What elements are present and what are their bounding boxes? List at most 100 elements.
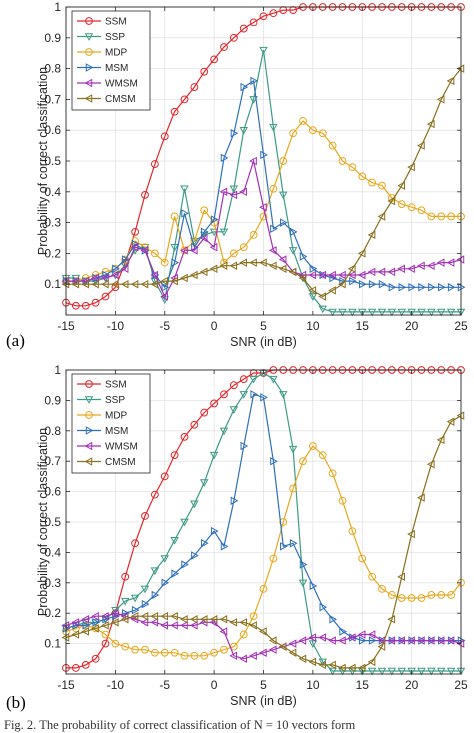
data-point <box>249 18 258 27</box>
data-point <box>378 279 387 289</box>
data-point <box>150 618 159 627</box>
data-point <box>209 615 218 624</box>
data-point <box>280 542 288 551</box>
data-point <box>446 636 455 645</box>
data-point <box>110 270 119 280</box>
data-point <box>249 258 257 267</box>
data-point <box>358 172 367 181</box>
data-point <box>259 584 268 593</box>
legend-marker <box>84 396 94 404</box>
data-point <box>359 279 367 289</box>
data-point <box>407 308 416 317</box>
data-point <box>289 227 298 237</box>
data-point <box>180 273 188 283</box>
legend-marker <box>84 78 93 88</box>
data-point <box>120 279 129 289</box>
data-point <box>318 451 327 460</box>
data-point <box>329 273 338 283</box>
data-point <box>417 261 425 270</box>
legend-label: WMSM <box>105 79 138 90</box>
data-point <box>229 190 238 200</box>
data-point <box>279 518 288 526</box>
data-point <box>426 119 435 129</box>
data-point <box>299 117 307 125</box>
data-point <box>426 459 435 469</box>
chart-panel-b: -15 -10 -5 0 5 10 15 20 25 0.1 0.2 0.3 0.4 0.5 0.6 0.7 0… <box>6 363 468 712</box>
data-point <box>347 264 356 274</box>
data-point <box>446 308 456 317</box>
data-point <box>160 132 169 141</box>
data-point <box>387 591 396 599</box>
data-point <box>181 209 189 218</box>
legend-item-cmsm: CMSM <box>77 457 136 468</box>
data-point <box>220 542 229 551</box>
data-point <box>189 246 198 255</box>
data-point <box>91 624 99 633</box>
data-point <box>180 95 189 104</box>
data-point <box>200 67 209 76</box>
y-tick-label: 1 <box>54 0 61 14</box>
legend-label: MDP <box>105 48 128 59</box>
data-point <box>377 267 386 277</box>
y-tick-label: 0.6 <box>44 485 61 499</box>
data-point <box>200 651 209 660</box>
data-point <box>249 375 258 384</box>
data-point <box>121 642 130 651</box>
legend-item-msm: MSM <box>77 426 128 437</box>
data-point <box>308 657 317 667</box>
data-point <box>278 255 287 264</box>
data-point <box>180 185 189 194</box>
data-point <box>239 630 248 639</box>
data-point <box>210 526 219 536</box>
data-point <box>150 567 160 576</box>
y-tick-label: 0.5 <box>44 154 61 168</box>
data-point <box>201 539 209 548</box>
data-point <box>189 615 198 624</box>
data-point <box>288 639 297 648</box>
figure-caption: Fig. 2. The probability of correct class… <box>4 718 356 732</box>
legend-label: SSP <box>105 395 125 406</box>
data-point <box>101 639 110 648</box>
data-point <box>397 572 405 581</box>
data-point <box>191 551 199 560</box>
data-point <box>249 96 258 104</box>
y-tick-label: 0.8 <box>44 62 61 76</box>
data-point <box>446 258 455 267</box>
data-point <box>71 301 80 310</box>
data-point <box>338 279 346 289</box>
legend-label: CMSM <box>105 94 136 105</box>
data-point <box>259 12 268 21</box>
data-point <box>141 645 149 654</box>
data-point <box>239 375 248 384</box>
legend-marker <box>85 411 93 419</box>
data-point <box>209 228 219 237</box>
legend-marker <box>84 457 93 466</box>
data-point <box>121 572 130 581</box>
data-point <box>269 123 278 132</box>
data-point <box>160 611 168 621</box>
data-point <box>426 636 435 645</box>
x-tick-label: 25 <box>454 319 468 333</box>
x-tick-label: -10 <box>107 319 125 333</box>
data-point <box>190 500 199 509</box>
data-point <box>101 273 109 283</box>
data-point <box>101 611 109 621</box>
data-point <box>130 279 139 289</box>
data-point <box>151 590 160 600</box>
data-point <box>219 615 228 624</box>
data-point <box>91 654 100 663</box>
data-point <box>378 584 386 593</box>
data-point <box>71 630 80 639</box>
data-point <box>308 442 317 450</box>
data-point <box>328 270 336 280</box>
data-point <box>71 279 80 289</box>
data-point <box>347 663 356 673</box>
y-tick-label: 0.4 <box>44 185 61 199</box>
data-point <box>81 615 89 624</box>
data-point <box>397 264 405 274</box>
data-point <box>357 270 366 280</box>
data-point <box>387 196 396 206</box>
data-point <box>170 276 178 286</box>
data-point <box>131 645 140 654</box>
data-point <box>229 406 239 414</box>
